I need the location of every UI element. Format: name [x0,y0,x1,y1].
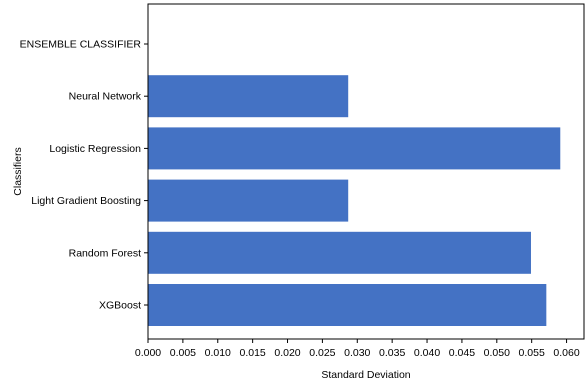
x-axis: 0.000 0.005 0.010 0.015 0.020 0.025 0.030 0.035… [135,339,580,359]
bar-light-gradient-boosting [148,179,349,222]
x-tick-label: 0.055 [519,347,545,359]
y-axis-title: Classifiers [12,147,24,195]
x-tick-label: 0.025 [309,347,335,359]
y-tick-label: Random Forest [69,247,141,259]
y-tick-label: Logistic Regression [49,143,141,155]
y-tick-label: XGBoost [99,300,141,312]
plot-frame [147,3,585,340]
bars-group [148,75,561,326]
bar-random-forest [148,231,531,274]
x-tick-label: 0.020 [274,347,300,359]
x-axis-title: Standard Deviation [321,369,410,381]
bar-logistic-regression [148,127,561,170]
y-axis: XGBoost Random Forest Light Gradient Boost… [20,39,148,312]
x-tick-label: 0.000 [135,347,161,359]
x-tick-label: 0.050 [484,347,510,359]
x-tick-label: 0.045 [449,347,475,359]
y-tick-label: Neural Network [69,91,142,103]
x-tick-label: 0.060 [553,347,579,359]
bar-xgboost [148,284,547,326]
x-tick-label: 0.015 [239,347,265,359]
x-tick-label: 0.030 [344,347,370,359]
x-tick-label: 0.040 [414,347,440,359]
x-tick-label: 0.005 [170,347,196,359]
x-tick-label: 0.035 [379,347,405,359]
y-tick-label: ENSEMBLE CLASSIFIER [20,39,142,51]
y-tick-label: Light Gradient Boosting [31,195,141,207]
x-tick-label: 0.010 [205,347,231,359]
bar-neural-network [148,75,349,118]
